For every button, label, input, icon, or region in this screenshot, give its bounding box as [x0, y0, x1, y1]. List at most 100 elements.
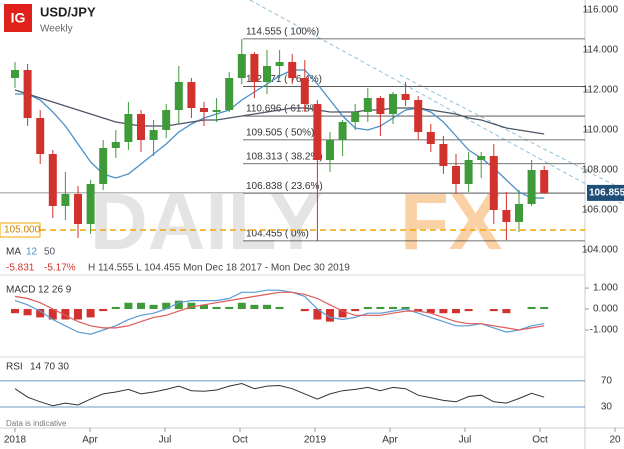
- range-info: H 114.555 L 104.455 Mon Dec 18 2017 - Mo…: [88, 263, 350, 274]
- y-tick-label: 70: [601, 376, 613, 387]
- macd-histogram: [275, 306, 284, 310]
- macd-histogram: [351, 309, 360, 312]
- logo: [4, 4, 32, 32]
- y-tick-label: 112.000: [583, 85, 619, 96]
- macd-histogram: [376, 306, 385, 310]
- indicator-params: 14 70 30: [30, 362, 69, 373]
- y-tick-label: 1.000: [593, 283, 618, 294]
- x-tick-label: 20: [609, 435, 621, 446]
- macd-histogram: [99, 309, 108, 312]
- macd-histogram: [187, 302, 196, 310]
- macd-histogram: [36, 309, 45, 318]
- macd-histogram: [250, 304, 259, 310]
- note: Data is indicative: [6, 419, 67, 428]
- candle-body: [237, 54, 246, 78]
- x-tick-label: Oct: [532, 435, 548, 446]
- macd-histogram: [111, 306, 120, 310]
- macd-histogram: [414, 309, 423, 312]
- candle-body: [162, 110, 171, 130]
- y-tick-label: 110.000: [583, 125, 619, 136]
- legend-entry: 12: [26, 247, 38, 258]
- macd-histogram: [23, 309, 32, 316]
- candle-body: [313, 104, 322, 160]
- fib-label: 109.505 ( 50%): [246, 128, 314, 139]
- macd-histogram: [452, 309, 460, 314]
- candle-body: [489, 156, 498, 210]
- candle-body: [250, 54, 259, 82]
- macd-histogram: [401, 306, 410, 310]
- candle-body: [464, 160, 473, 184]
- fib-label: 112.171 ( 76.4%): [246, 74, 322, 85]
- change-pct: -5.17%: [44, 263, 76, 274]
- candle-body: [74, 194, 82, 224]
- candle-body: [288, 62, 297, 78]
- support-label: 105.000: [4, 225, 41, 236]
- candle-body: [11, 70, 19, 78]
- y-tick-label: 30: [601, 402, 613, 413]
- candle-body: [527, 170, 536, 204]
- macd-histogram: [74, 309, 82, 320]
- support-tag: [0, 222, 41, 238]
- macd-histogram: [489, 309, 498, 312]
- chart-subtitle: Weekly: [40, 24, 73, 35]
- candle-body: [452, 166, 460, 184]
- watermark: DAILY: [90, 177, 323, 266]
- candle-body: [389, 94, 397, 114]
- fib-label: 104.455 ( 0%): [246, 229, 309, 240]
- logo-text: IG: [11, 10, 26, 26]
- macd-histogram: [527, 306, 536, 310]
- macd-histogram: [137, 302, 145, 310]
- candle-body: [376, 98, 385, 114]
- macd-histogram: [313, 309, 322, 320]
- candle-body: [540, 170, 549, 193]
- legend-label: MA: [6, 247, 21, 258]
- macd-histogram: [426, 309, 435, 314]
- macd-histogram: [300, 309, 309, 312]
- macd-histogram: [162, 302, 171, 310]
- candle-body: [137, 114, 145, 140]
- fib-label: 106.838 ( 23.6%): [246, 181, 323, 192]
- rsi-line: [14, 382, 545, 407]
- candle-body: [86, 184, 95, 224]
- candle-body: [326, 140, 334, 160]
- macd-histogram: [439, 309, 448, 314]
- macd-histogram: [149, 304, 158, 310]
- x-tick-label: Apr: [82, 435, 98, 446]
- macd-histogram: [540, 306, 549, 310]
- candle-body: [351, 112, 360, 122]
- indicator-name: RSI: [6, 362, 23, 373]
- macd-line: [14, 291, 545, 331]
- change: -5.831: [6, 263, 35, 274]
- watermark: FX: [400, 177, 502, 266]
- macd-histogram: [326, 309, 334, 322]
- candle-body: [200, 108, 208, 112]
- y-tick-label: 0.000: [593, 304, 618, 315]
- trendline: [249, 0, 624, 206]
- candle-body: [174, 82, 183, 110]
- y-tick-label: 116.000: [583, 5, 619, 16]
- candle-body: [338, 122, 347, 140]
- y-tick-label: 106.000: [582, 205, 619, 216]
- macd-histogram: [263, 304, 271, 310]
- macd-histogram: [225, 306, 234, 310]
- candle-body: [187, 82, 196, 108]
- legend-entry: 50: [44, 247, 56, 258]
- macd-histogram: [86, 309, 95, 318]
- candle-body: [502, 210, 511, 222]
- candle-body: [212, 110, 221, 112]
- x-tick-label: 2019: [304, 435, 327, 446]
- x-tick-label: Apr: [382, 435, 398, 446]
- x-tick-label: Jul: [459, 435, 472, 446]
- candle-body: [414, 100, 423, 132]
- candle-body: [36, 118, 45, 154]
- y-tick-label: 108.000: [582, 165, 619, 176]
- macd-histogram: [200, 304, 208, 310]
- macd-histogram: [389, 306, 397, 310]
- candle-body: [23, 70, 32, 118]
- candle-body: [225, 78, 234, 110]
- fib-label: 108.313 ( 38.2%): [246, 151, 323, 162]
- last-price-tag: [587, 184, 624, 201]
- candle-body: [111, 142, 120, 148]
